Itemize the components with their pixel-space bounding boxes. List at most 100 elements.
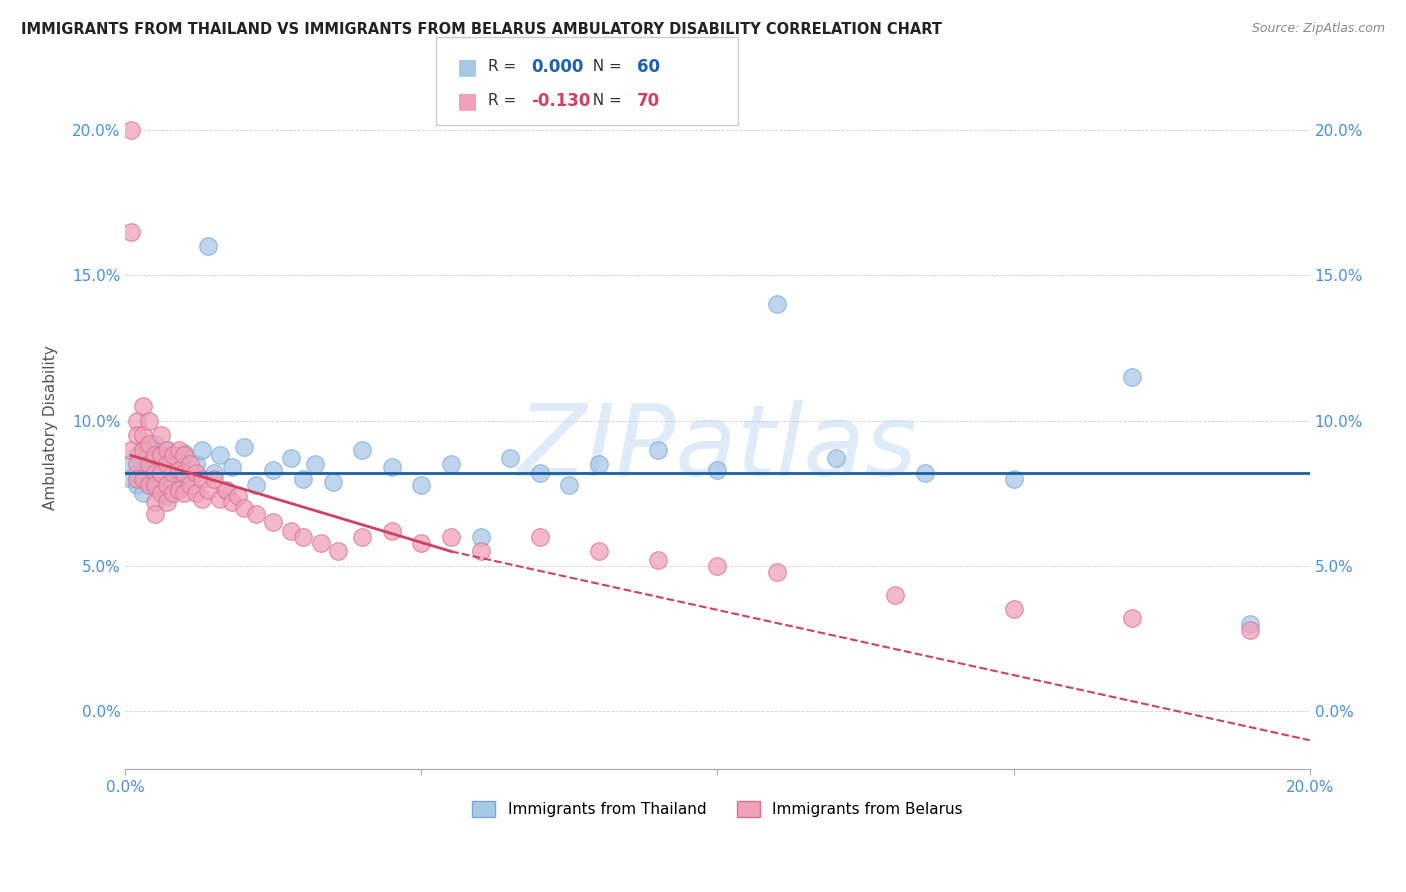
Point	[202, 472, 225, 486]
Point	[529, 530, 551, 544]
Text: 0.000: 0.000	[531, 58, 583, 76]
Point	[173, 445, 195, 459]
Point	[440, 530, 463, 544]
Text: 70: 70	[637, 92, 659, 110]
Point	[499, 451, 522, 466]
Point	[167, 463, 190, 477]
Point	[120, 123, 142, 137]
Point	[167, 477, 190, 491]
Point	[156, 489, 179, 503]
Point	[167, 483, 190, 498]
Point	[138, 413, 160, 427]
Point	[208, 491, 231, 506]
Point	[381, 524, 404, 538]
Point	[291, 472, 314, 486]
Point	[162, 463, 184, 477]
Point	[647, 442, 669, 457]
Point	[173, 466, 195, 480]
Point	[167, 454, 190, 468]
Point	[470, 530, 492, 544]
Point	[138, 460, 160, 475]
Point	[1121, 611, 1143, 625]
Point	[127, 472, 149, 486]
Point	[132, 442, 155, 457]
Text: IMMIGRANTS FROM THAILAND VS IMMIGRANTS FROM BELARUS AMBULATORY DISABILITY CORREL: IMMIGRANTS FROM THAILAND VS IMMIGRANTS F…	[21, 22, 942, 37]
Point	[215, 483, 238, 498]
Point	[149, 449, 172, 463]
Point	[352, 442, 374, 457]
Point	[162, 466, 184, 480]
Point	[120, 472, 142, 486]
Text: N =: N =	[583, 94, 627, 108]
Y-axis label: Ambulatory Disability: Ambulatory Disability	[44, 345, 58, 510]
Point	[143, 477, 166, 491]
Point	[914, 466, 936, 480]
Point	[191, 491, 214, 506]
Point	[197, 239, 219, 253]
Point	[149, 468, 172, 483]
Point	[232, 500, 254, 515]
Point	[138, 477, 160, 491]
Point	[143, 449, 166, 463]
Point	[221, 495, 243, 509]
Point	[411, 535, 433, 549]
Point	[138, 437, 160, 451]
Point	[321, 475, 343, 489]
Point	[120, 442, 142, 457]
Point	[304, 457, 326, 471]
Point	[149, 466, 172, 480]
Point	[262, 463, 284, 477]
Point	[143, 480, 166, 494]
Point	[143, 451, 166, 466]
Point	[588, 457, 610, 471]
Point	[221, 460, 243, 475]
Point	[156, 457, 179, 471]
Point	[1239, 617, 1261, 632]
Point	[706, 463, 728, 477]
Point	[143, 495, 166, 509]
Point	[120, 457, 142, 471]
Point	[162, 486, 184, 500]
Point	[280, 451, 302, 466]
Point	[470, 544, 492, 558]
Point	[132, 428, 155, 442]
Point	[529, 466, 551, 480]
Point	[1121, 370, 1143, 384]
Point	[143, 463, 166, 477]
Point	[127, 477, 149, 491]
Point	[588, 544, 610, 558]
Text: ■: ■	[457, 57, 478, 77]
Point	[262, 516, 284, 530]
Point	[156, 495, 179, 509]
Point	[202, 466, 225, 480]
Point	[186, 466, 208, 480]
Point	[706, 558, 728, 573]
Point	[825, 451, 848, 466]
Point	[132, 463, 155, 477]
Point	[884, 588, 907, 602]
Point	[232, 440, 254, 454]
Point	[245, 477, 267, 491]
Point	[127, 428, 149, 442]
Point	[167, 442, 190, 457]
Point	[162, 449, 184, 463]
Text: R =: R =	[488, 94, 522, 108]
Point	[173, 449, 195, 463]
Point	[191, 442, 214, 457]
Point	[411, 477, 433, 491]
Point	[149, 483, 172, 498]
Point	[765, 297, 787, 311]
Point	[138, 475, 160, 489]
Point	[179, 472, 201, 486]
Point	[208, 449, 231, 463]
Point	[226, 489, 249, 503]
Point	[440, 457, 463, 471]
Point	[127, 457, 149, 471]
Point	[156, 442, 179, 457]
Point	[215, 483, 238, 498]
Point	[120, 225, 142, 239]
Point	[1239, 623, 1261, 637]
Point	[1002, 602, 1025, 616]
Point	[186, 486, 208, 500]
Point	[173, 486, 195, 500]
